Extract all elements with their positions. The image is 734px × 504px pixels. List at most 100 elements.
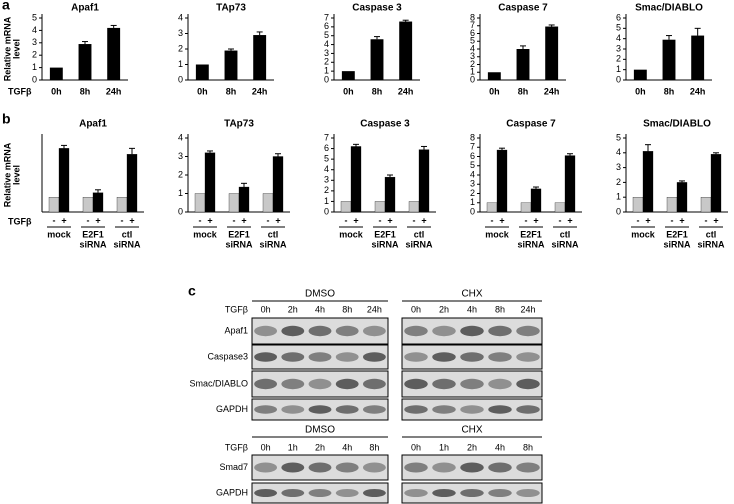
y-tick-label: 3 (32, 37, 37, 47)
y-tick-label: 3 (616, 43, 621, 53)
row-label: Caspase3 (207, 351, 248, 361)
blot-band (516, 352, 540, 362)
y-tick-label: 3 (178, 151, 183, 161)
y-tick-label: 5 (470, 160, 475, 170)
blot-band (432, 352, 456, 362)
x-tick-label: 24h (398, 86, 414, 96)
blot-band (488, 352, 512, 362)
blot-band (404, 462, 428, 473)
bar (399, 21, 413, 81)
blot-band (362, 405, 386, 414)
treatment-label: TGFβ (8, 86, 32, 96)
blot-band (404, 378, 428, 390)
y-tick-label: 4 (470, 43, 475, 53)
panel-label: a (2, 0, 10, 13)
lane-label: 8h (342, 304, 352, 314)
bar (107, 27, 121, 81)
y-tick-label: 1 (324, 66, 329, 76)
y-tick-label: 6 (324, 143, 329, 153)
x-tick-label: - (233, 215, 236, 225)
group-label: siRNA (259, 239, 287, 249)
lane-label: 8h (495, 304, 505, 314)
y-tick-label: 8 (470, 12, 475, 22)
blot-band (460, 405, 484, 414)
x-tick-label: - (199, 215, 202, 225)
x-tick-label: + (421, 215, 426, 225)
blot-band (281, 325, 305, 337)
x-tick-label: - (559, 215, 562, 225)
y-tick-label: 2 (324, 185, 329, 195)
group-label: E2F1 (520, 229, 542, 239)
blot-band (404, 489, 428, 497)
blot-band (308, 325, 332, 337)
bar (48, 197, 60, 213)
x-tick-label: + (129, 215, 134, 225)
bar (82, 197, 94, 213)
y-tick-label: 5 (32, 12, 37, 22)
group-label: siRNA (225, 239, 253, 249)
group-label: E2F1 (374, 229, 396, 239)
y-tick-label: 7 (470, 20, 475, 30)
lane-label: 2h (288, 304, 298, 314)
group-label: E2F1 (666, 229, 688, 239)
x-tick-label: + (387, 215, 392, 225)
blot-band (308, 405, 332, 414)
blot-band (460, 378, 484, 390)
row-label: Apaf1 (224, 325, 248, 335)
blot-band (432, 325, 456, 337)
row-label: Smac/DIABLO (189, 378, 248, 388)
blot-band (281, 378, 305, 390)
blot-band (488, 489, 512, 497)
lane-label: 2h (439, 304, 449, 314)
chart-title: Caspase 3 (360, 119, 410, 130)
blot-band (516, 489, 540, 497)
blot-band (516, 405, 540, 414)
bar (194, 193, 206, 213)
y-axis-label: Relative mRNA (2, 16, 12, 81)
treatment-label: TGFβ (225, 442, 248, 452)
bar (486, 202, 498, 213)
blot-band (254, 325, 278, 337)
row-label: GAPDH (216, 404, 248, 414)
y-tick-label: 1 (616, 192, 621, 202)
blot-band (488, 462, 512, 473)
bar (370, 39, 384, 80)
group-label: ctl (268, 229, 279, 239)
y-tick-label: 5 (616, 132, 621, 142)
blot-band (254, 462, 278, 473)
group-label: siRNA (405, 239, 433, 249)
bar (418, 149, 430, 213)
x-tick-label: + (567, 215, 572, 225)
x-tick-label: - (53, 215, 56, 225)
lane-label: 2h (467, 442, 477, 452)
lane-label: 4h (467, 304, 477, 314)
y-tick-label: 7 (470, 142, 475, 152)
y-tick-label: 4 (32, 25, 37, 35)
x-tick-label: - (671, 215, 674, 225)
x-tick-label: + (207, 215, 212, 225)
y-tick-label: 4 (470, 169, 475, 179)
blot-band (362, 352, 386, 362)
chart-title: Caspase 7 (498, 3, 548, 14)
group-label: ctl (122, 229, 133, 239)
blot-band (460, 325, 484, 337)
blot-band (404, 405, 428, 414)
y-tick-label: 0 (470, 74, 475, 84)
y-tick-label: 5 (470, 36, 475, 46)
bar (238, 186, 250, 213)
blot-band (362, 462, 386, 473)
x-tick-label: - (379, 215, 382, 225)
bar (408, 201, 420, 213)
x-tick-label: 24h (690, 86, 706, 96)
y-tick-label: 4 (178, 132, 183, 142)
y-tick-label: 1 (470, 197, 475, 207)
blot-band (335, 405, 359, 414)
bar (341, 71, 355, 80)
y-tick-label: 7 (324, 132, 329, 142)
group-label: siRNA (371, 239, 399, 249)
y-tick-label: 3 (616, 162, 621, 172)
group-label: E2F1 (228, 229, 250, 239)
y-tick-label: 2 (470, 188, 475, 198)
x-tick-label: - (267, 215, 270, 225)
blot-band (362, 378, 386, 390)
